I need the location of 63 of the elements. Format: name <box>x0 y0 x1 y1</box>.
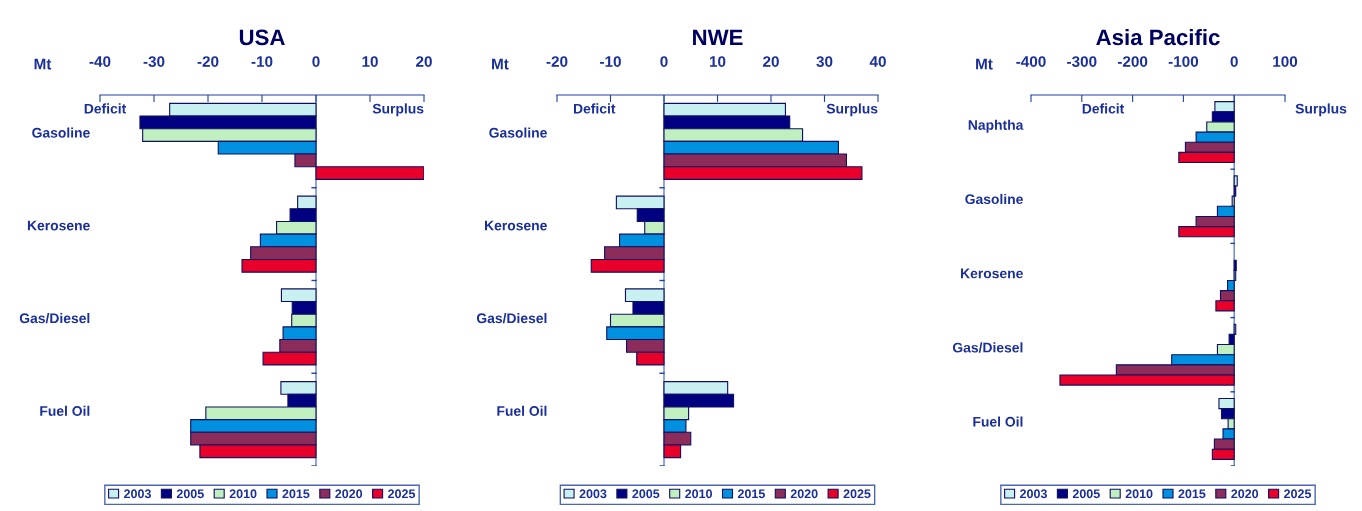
x-tick-label: 100 <box>1273 56 1298 67</box>
x-tick-label: 40 <box>869 56 886 67</box>
text: Mt <box>976 58 993 70</box>
legend-label: 2010 <box>1125 489 1153 499</box>
x-tick-label: 0 <box>312 56 320 67</box>
x-tick-label: -10 <box>251 56 273 67</box>
x-tick-label: -40 <box>89 56 111 67</box>
chart-title: Asia Pacific <box>1096 28 1220 46</box>
text: Mt <box>492 58 509 70</box>
y-tick-label: Gas/Diesel <box>952 342 1023 353</box>
x-tick-label: 10 <box>709 56 726 67</box>
legend-label: 2005 <box>632 489 660 499</box>
legend-label: 2020 <box>1231 489 1259 499</box>
x-tick-label: 0 <box>660 56 668 67</box>
x-tick-label: -400 <box>1016 56 1046 67</box>
chart-title: USA <box>239 29 285 46</box>
x-tick-label: 0 <box>1230 56 1238 67</box>
y-tick-label: Kerosene <box>961 268 1023 279</box>
legend-label: 2015 <box>737 489 765 499</box>
x-tick-label: -20 <box>546 56 568 67</box>
x-tick-label: 20 <box>416 56 432 67</box>
x-tick-label: -100 <box>1168 56 1199 67</box>
y-tick-label: Kerosene <box>485 220 547 231</box>
y-tick-label: Fuel Oil <box>973 416 1023 427</box>
chart-title: NWE <box>693 29 743 45</box>
legend-label: 2020 <box>335 489 363 499</box>
annotation: Surplus <box>372 103 424 117</box>
legend-label: 2025 <box>843 489 871 499</box>
annotation: Deficit <box>1082 103 1125 114</box>
annotation: Deficit <box>573 103 616 114</box>
legend-label: 2005 <box>1072 489 1100 499</box>
y-tick-label: Kerosene <box>27 220 90 231</box>
text: Surplus <box>1295 103 1347 117</box>
y-tick-label: Gasoline <box>965 193 1023 205</box>
legend-label: 2003 <box>579 489 607 499</box>
x-tick-label: -200 <box>1117 56 1148 67</box>
text: Mt <box>34 58 52 70</box>
y-tick-label: Gas/Diesel <box>476 312 547 324</box>
legend-label: 2010 <box>229 489 257 499</box>
annotation: Surplus <box>826 103 878 117</box>
legend-label: 2025 <box>1284 489 1312 499</box>
x-tick-label: -20 <box>197 56 219 67</box>
legend-label: 2003 <box>124 489 151 499</box>
x-tick-label: 10 <box>362 56 378 67</box>
y-tick-label: Fuel Oil <box>40 405 90 416</box>
legend-label: 2020 <box>790 489 818 499</box>
x-tick-label: -30 <box>143 56 165 67</box>
legend-label: 2015 <box>282 489 310 499</box>
x-tick-label: 30 <box>816 56 833 67</box>
legend-label: 2005 <box>176 489 204 499</box>
y-tick-label: Gasoline <box>32 127 90 138</box>
legend-label: 2003 <box>1020 489 1047 499</box>
y-tick-label: Fuel Oil <box>497 405 547 416</box>
x-tick-label: -300 <box>1067 56 1097 67</box>
annotation: Deficit <box>84 103 127 114</box>
legend-label: 2010 <box>685 489 712 499</box>
y-tick-label: Gas/Diesel <box>19 312 90 324</box>
x-tick-label: -10 <box>600 56 621 67</box>
y-tick-label: Gasoline <box>489 127 547 138</box>
legend-label: 2025 <box>388 489 416 499</box>
legend-label: 2015 <box>1178 489 1206 499</box>
x-tick-label: 20 <box>763 56 779 67</box>
y-tick-label: Naphtha <box>968 119 1024 133</box>
